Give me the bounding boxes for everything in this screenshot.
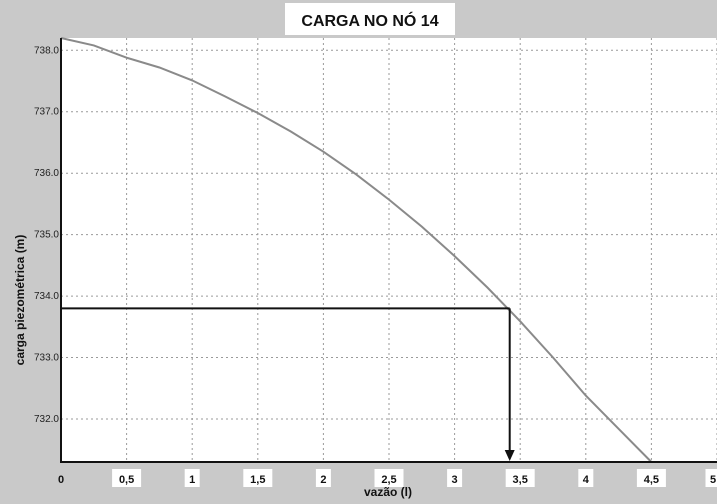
x-axis-label: vazão (l) bbox=[364, 485, 412, 499]
x-tick-box bbox=[578, 469, 594, 487]
x-tick-labels: 0 0,5 1 1,5 2 2,5 3 3,5 4 4,5 5 bbox=[58, 469, 717, 487]
x-tick-box bbox=[505, 469, 535, 487]
x-tick-box bbox=[705, 469, 717, 487]
plot-frame bbox=[60, 38, 717, 463]
x-tick-box bbox=[447, 469, 463, 487]
annotation-arrowhead bbox=[504, 450, 515, 461]
x-tick-label: 4,5 bbox=[644, 474, 659, 486]
series-line bbox=[60, 37, 653, 463]
y-axis-label: carga piezométrica (m) bbox=[13, 235, 27, 366]
x-tick-label: 4 bbox=[583, 474, 590, 486]
chart-title-box bbox=[285, 3, 455, 35]
y-tick-label: 732.0 bbox=[34, 414, 59, 425]
x-tick-label: 1,5 bbox=[250, 474, 265, 486]
y-tick-labels: 732.0 733.0 734.0 735.0 736.0 737.0 738.0 bbox=[34, 45, 59, 425]
x-tick-label: 0 bbox=[58, 474, 64, 486]
x-tick-box bbox=[374, 469, 404, 487]
y-tick-label: 735.0 bbox=[34, 230, 59, 241]
chart-title: CARGA NO NÓ 14 bbox=[301, 11, 438, 30]
x-tick-box bbox=[315, 469, 331, 487]
x-tick-box bbox=[184, 469, 200, 487]
x-tick-label: 5 bbox=[710, 474, 716, 486]
x-tick-label: 3,5 bbox=[513, 474, 528, 486]
x-tick-label: 1 bbox=[189, 474, 195, 486]
annotation-layer bbox=[61, 307, 515, 461]
x-tick-box bbox=[636, 469, 666, 487]
x-tick-box bbox=[112, 469, 142, 487]
x-tick-label: 3 bbox=[452, 474, 458, 486]
x-tick-label: 0,5 bbox=[119, 474, 134, 486]
y-tick-label: 734.0 bbox=[34, 291, 59, 302]
y-tick-label: 736.0 bbox=[34, 168, 59, 179]
series-layer bbox=[60, 37, 653, 463]
y-tick-label: 737.0 bbox=[34, 107, 59, 118]
y-tick-label: 738.0 bbox=[34, 45, 59, 56]
y-tick-label: 733.0 bbox=[34, 353, 59, 364]
x-tick-box bbox=[243, 469, 273, 487]
x-tick-label: 2,5 bbox=[381, 474, 396, 486]
x-tick-label: 2 bbox=[320, 474, 326, 486]
